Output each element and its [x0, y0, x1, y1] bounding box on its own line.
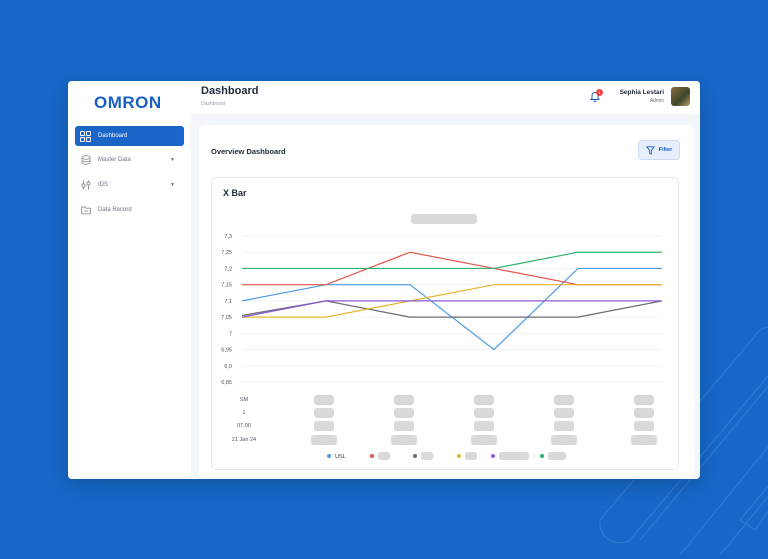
dashboard-icon [80, 130, 91, 142]
redacted-subtitle [411, 214, 477, 224]
redacted-cell [394, 395, 414, 405]
series-line-4 [241, 300, 662, 318]
redacted-cell [551, 435, 577, 445]
series-line-3 [242, 284, 662, 318]
redacted-cell [314, 408, 334, 418]
redacted-cell [631, 435, 657, 445]
redacted-legend-label [378, 452, 390, 460]
sliders-icon [80, 180, 91, 191]
redacted-cell [391, 435, 417, 445]
legend-swatch [457, 454, 461, 458]
sidebar-item-label: Master Data [98, 157, 131, 163]
chevron-down-icon: ▼ [170, 157, 175, 163]
sidebar-item-ids[interactable]: IDS ▼ [75, 175, 184, 195]
redacted-cell [314, 395, 334, 405]
omron-logo: OMRON [94, 93, 162, 112]
page-title: Dashboard [201, 85, 259, 97]
filter-button[interactable]: Filter [638, 140, 680, 160]
notification-badge: 1 [596, 89, 603, 96]
filter-label: Filter [658, 147, 673, 153]
redacted-cell [471, 435, 497, 445]
y-tick-label: 7,25 [221, 250, 232, 256]
redacted-legend-label [548, 452, 566, 460]
overview-panel: Overview Dashboard Filter X Bar 7,3 7,25 7… [199, 125, 694, 479]
legend-swatch [327, 454, 331, 458]
y-tick-label: 7,15 [221, 283, 232, 289]
legend-swatch [413, 454, 417, 458]
sidebar: OMRON Dashboard Master Data ▼ IDS ▼ [68, 81, 191, 479]
series-line-5 [242, 251, 662, 270]
section-title: Overview Dashboard [211, 147, 286, 156]
user-name: Sephia Lestari [619, 89, 664, 96]
y-tick-label: 6,9 [224, 364, 232, 370]
chart-title: X Bar [223, 188, 247, 198]
xbar-chart: 7,3 7,25 7,2 7,15 7,1 7,05 7 6,95 6,9 6,85 SM 1 07.0… [221, 214, 663, 460]
sidebar-item-data-record[interactable]: Data Record [75, 200, 184, 220]
filter-icon [645, 145, 655, 155]
redacted-cell [474, 395, 494, 405]
folder-icon [80, 205, 91, 216]
redacted-cell [554, 408, 574, 418]
app-window: OMRON Dashboard Master Data ▼ IDS ▼ [68, 81, 700, 479]
x-row-label: SM [240, 397, 249, 403]
redacted-cell [554, 421, 574, 431]
breadcrumb[interactable]: Dashboard [201, 101, 226, 107]
chevron-down-icon: ▼ [170, 182, 175, 188]
sidebar-item-label: Dashboard [98, 133, 128, 139]
series-line-2 [241, 300, 663, 318]
legend-swatch [370, 454, 374, 458]
y-tick-label: 7,2 [224, 266, 232, 272]
redacted-cell [634, 421, 654, 431]
redacted-cell [634, 408, 654, 418]
redacted-cell [474, 421, 494, 431]
redacted-legend-label [499, 452, 529, 460]
legend-swatch [491, 454, 495, 458]
redacted-cell [394, 421, 414, 431]
x-row-label: 07.00 [237, 423, 251, 429]
x-row-label: 21 Jan 24 [232, 437, 256, 443]
avatar[interactable] [671, 87, 690, 106]
redacted-cell [311, 435, 337, 445]
redacted-cell [554, 395, 574, 405]
y-tick-label: 7 [229, 331, 232, 337]
y-tick-label: 7,1 [224, 299, 232, 305]
legend-swatch [540, 454, 544, 458]
sidebar-item-label: Data Record [98, 207, 132, 213]
series-line-0 [241, 267, 662, 351]
user-role: Admin [649, 98, 664, 104]
sidebar-item-master-data[interactable]: Master Data ▼ [75, 150, 184, 170]
redacted-cell [634, 395, 654, 405]
sidebar-item-label: IDS [98, 182, 109, 188]
y-tick-label: 7,3 [224, 234, 232, 240]
xbar-chart-card: X Bar 7,3 7,25 7,2 7,15 7,1 7,05 7 6,95 6,9 6,85 S… [211, 177, 679, 470]
redacted-legend-label [421, 452, 433, 460]
redacted-cell [394, 408, 414, 418]
y-tick-label: 7,05 [221, 315, 232, 321]
redacted-cell [314, 421, 334, 431]
sidebar-item-dashboard[interactable]: Dashboard [75, 126, 184, 146]
legend-label: USL [335, 454, 346, 460]
x-row-label: 1 [242, 410, 245, 416]
redacted-cell [474, 408, 494, 418]
y-tick-label: 6,85 [221, 380, 232, 386]
y-tick-label: 6,95 [221, 348, 232, 354]
redacted-legend-label [465, 452, 477, 460]
database-icon [80, 155, 91, 166]
top-bar: Dashboard Dashboard 1 Sephia Lestari Adm… [191, 81, 700, 114]
